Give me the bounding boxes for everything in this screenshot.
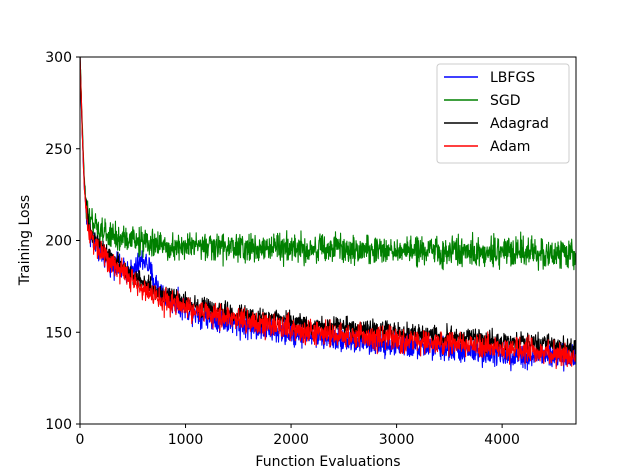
x-tick-label: 3000 [379, 432, 415, 448]
x-axis-ticks: 0 1000 2000 3000 4000 [76, 424, 520, 448]
legend-label-sgd: SGD [490, 93, 521, 109]
legend: LBFGS SGD Adagrad Adam [436, 63, 570, 164]
series-layer [80, 57, 576, 372]
legend-box [436, 63, 570, 164]
x-axis-label: Function Evaluations [255, 454, 400, 470]
series-line-sgd [80, 57, 576, 271]
legend-label-adam: Adam [490, 139, 530, 155]
legend-label-lbfgs: LBFGS [490, 70, 535, 86]
series-line-adam [80, 57, 576, 370]
y-tick-label: 250 [45, 142, 72, 158]
y-tick-label: 100 [45, 417, 72, 433]
y-axis-label: Training Loss [17, 195, 33, 286]
x-tick-label: 2000 [273, 432, 309, 448]
x-tick-label: 4000 [484, 432, 520, 448]
y-tick-label: 300 [45, 50, 72, 66]
x-tick-label: 1000 [168, 432, 204, 448]
x-tick-label: 0 [76, 432, 85, 448]
y-tick-label: 200 [45, 234, 72, 250]
y-tick-label: 150 [45, 325, 72, 341]
legend-label-adagrad: Adagrad [490, 116, 549, 132]
y-axis-ticks: 100 150 200 250 300 [45, 50, 80, 433]
